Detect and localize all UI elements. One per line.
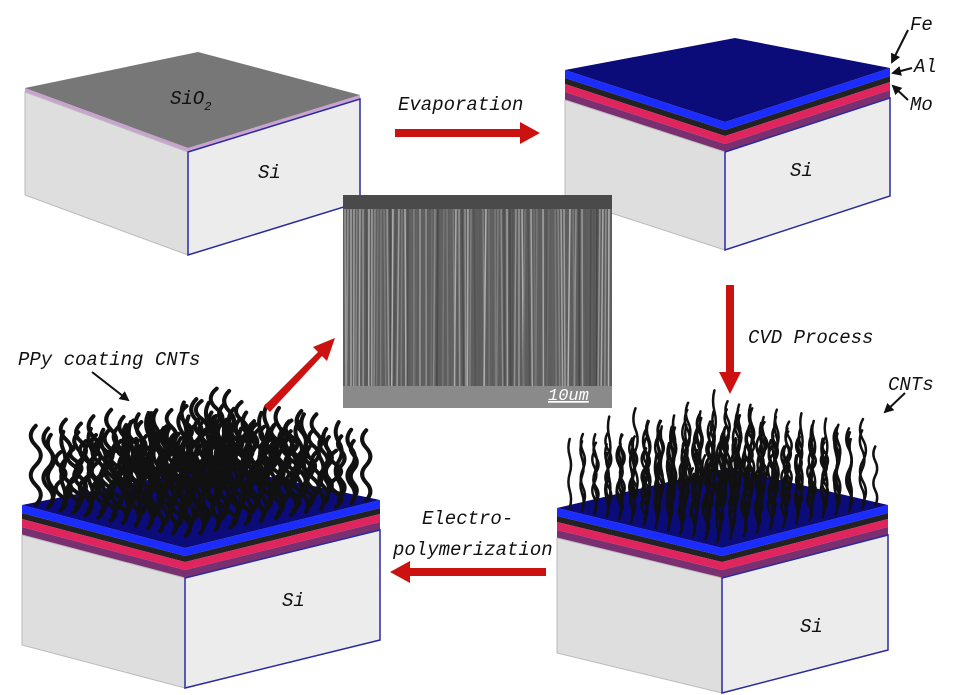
cnts-label: CNTs xyxy=(888,374,934,396)
substrate-label: Si xyxy=(790,160,813,182)
substrate-label: Si xyxy=(258,162,281,184)
sem-image: 10um xyxy=(343,195,612,408)
arrow-cvd xyxy=(719,285,741,394)
ppy-label: PPy coating CNTs xyxy=(18,349,200,371)
sem-fiber xyxy=(476,205,477,386)
cnt xyxy=(362,430,370,500)
sio2-sub: 2 xyxy=(204,100,211,114)
cnt xyxy=(336,422,342,500)
substrate-label: Si xyxy=(282,590,305,612)
sem-fiber xyxy=(431,205,432,386)
layer-block xyxy=(25,52,360,255)
layer-block xyxy=(22,389,380,688)
sem-fiber xyxy=(374,205,375,386)
sem-fiber xyxy=(495,205,496,386)
sem-fiber xyxy=(447,205,448,386)
pointer-ppy xyxy=(92,372,128,400)
pointer-fe xyxy=(892,30,908,62)
pointer-al xyxy=(893,68,912,73)
arrow-evaporation xyxy=(395,122,540,144)
layer-label: Al xyxy=(913,56,937,78)
sem-fiber xyxy=(608,205,609,386)
sem-fiber xyxy=(359,205,360,386)
pointer-mo xyxy=(893,86,908,100)
step-label: polymerization xyxy=(392,539,553,561)
cnt xyxy=(568,439,571,508)
sem-fiber xyxy=(467,205,468,386)
sem-fiber xyxy=(512,205,513,386)
layer-label: Fe xyxy=(910,14,933,36)
sem-fiber xyxy=(459,205,460,386)
cnt xyxy=(873,446,877,505)
sem-fiber xyxy=(582,205,583,386)
cnt xyxy=(31,426,41,505)
sem-fiber xyxy=(405,205,406,386)
arrow-electro xyxy=(390,561,546,583)
scale-bar-label: 10um xyxy=(548,387,589,406)
step-label: CVD Process xyxy=(748,327,873,349)
sem-fiber xyxy=(504,205,505,386)
layer-block xyxy=(557,390,888,693)
step-label: Electro- xyxy=(422,508,513,530)
sem-fiber xyxy=(407,205,408,386)
sio2-main: SiO xyxy=(170,88,204,110)
sem-fiber xyxy=(596,205,597,386)
layer-label: Mo xyxy=(910,94,933,116)
substrate-label: Si xyxy=(800,616,823,638)
arrow-to-sem xyxy=(264,338,335,412)
step-label: Evaporation xyxy=(398,94,523,116)
sem-fiber xyxy=(428,205,429,386)
sem-fiber xyxy=(465,205,466,386)
layer-block xyxy=(565,38,890,250)
process-diagram: 10um SiO2 Si Si Si Si Fe Al Mo CNTs PPy … xyxy=(0,0,968,695)
sem-top-band xyxy=(343,195,612,209)
sem-fiber xyxy=(479,205,480,386)
sem-fiber xyxy=(345,205,346,386)
sem-fiber xyxy=(564,205,565,386)
sem-fiber xyxy=(401,205,402,386)
